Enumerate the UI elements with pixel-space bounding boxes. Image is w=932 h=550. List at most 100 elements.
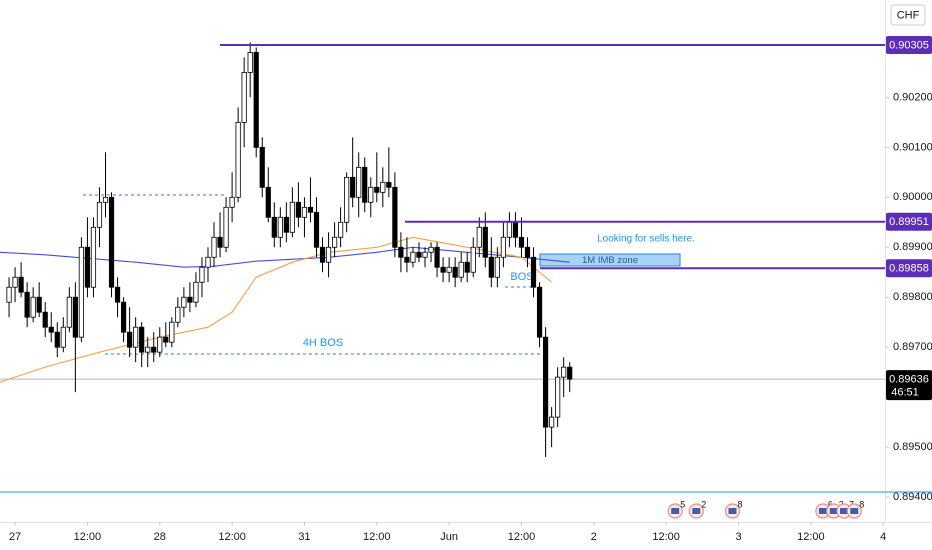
candle-body [139,326,145,353]
candle-body [78,246,84,338]
candle-body [319,246,326,263]
x-tick-label: 28 [154,531,166,543]
candle-body [133,326,139,348]
candle-body [452,266,458,278]
candle-body [205,256,211,268]
candle-body [114,286,121,303]
candle-body [398,246,404,258]
candle-body [42,311,48,328]
candle-body [470,246,476,273]
x-tick-label: 31 [298,531,310,543]
candle-body [422,251,428,258]
note-label: Looking for sells here. [597,234,695,245]
candle-body [6,286,12,303]
candle-body [344,176,350,223]
event-flag [829,508,838,514]
candle-body [199,266,205,283]
candle-body [561,366,567,378]
event-label: 8 [859,499,864,509]
zone-label: 1M IMB zone [582,255,638,266]
level-label: 0.89951 [889,216,929,228]
currency-box[interactable] [890,4,926,26]
event-flag [818,508,827,514]
candle-body [175,306,181,323]
candle-body [223,206,229,248]
candle-body [169,321,175,343]
candle-body [187,296,193,303]
candle-body [555,376,561,418]
x-tick-label: 12:00 [74,531,102,543]
candle-body [518,236,525,248]
candle-body [458,261,464,278]
candle-body [235,121,241,198]
candle-body [313,211,320,248]
candle-body [84,246,91,288]
candle-body [410,251,416,263]
x-tick-label: 4 [880,531,886,543]
x-tick-label: 12:00 [218,531,246,543]
x-tick-label: 27 [9,531,21,543]
candle-body [542,336,549,428]
candle-body [120,301,127,333]
candle-body [229,196,235,208]
event-label: 8 [737,499,742,509]
level-label-box [886,35,932,54]
candle-body [247,52,253,73]
candle-body [30,296,36,318]
candle-body [295,201,302,218]
candle-body [494,256,500,278]
candle-body [416,251,422,258]
candle-body [368,186,374,203]
candle-body [72,296,78,338]
moving-average [0,236,552,383]
candle-body [265,186,271,218]
y-tick-label: 0.90100 [893,141,932,153]
x-tick-label: 12:00 [652,531,680,543]
candle-body [151,346,157,353]
x-tick-label: 12:00 [797,531,825,543]
y-tick-label: 0.89400 [893,491,932,503]
candle-body [325,246,332,263]
level-label-box [886,212,932,231]
candle-body [512,221,519,238]
candle-body [488,256,494,278]
candle-body [259,146,265,188]
candle-body [241,72,247,123]
y-tick-label: 0.89500 [893,441,932,453]
level-label-box [886,259,932,278]
candle-body [18,276,24,293]
candle-body [392,186,398,248]
candle-body [102,196,109,203]
level-label: 0.90305 [889,39,929,51]
candle-body [271,216,277,238]
y-tick-label: 0.89800 [893,291,932,303]
candle-body [331,236,338,248]
candle-body [253,52,259,148]
y-tick-label: 0.89700 [893,341,932,353]
candle-body [66,296,72,328]
candle-body [549,416,555,428]
candle-body [211,236,217,258]
candle-body [36,296,42,313]
candle-body [482,226,488,258]
event-flag [692,508,701,514]
candle-body [12,276,18,288]
imbalance-zone [539,253,681,267]
candle-body [374,186,380,193]
candle-body [283,216,289,233]
candle-body [157,336,163,353]
candle-body [428,246,434,253]
candle-body [476,226,482,248]
event-flag [840,508,849,514]
candle-body [127,331,133,348]
candle-body [434,246,440,268]
event-flag [728,508,737,514]
y-tick-label: 0.89900 [893,241,932,253]
countdown: 46:51 [891,387,919,399]
x-tick-label: 12:00 [508,531,536,543]
event-flag [671,508,680,514]
candle-body [380,181,386,193]
currency: CHF [897,9,920,21]
